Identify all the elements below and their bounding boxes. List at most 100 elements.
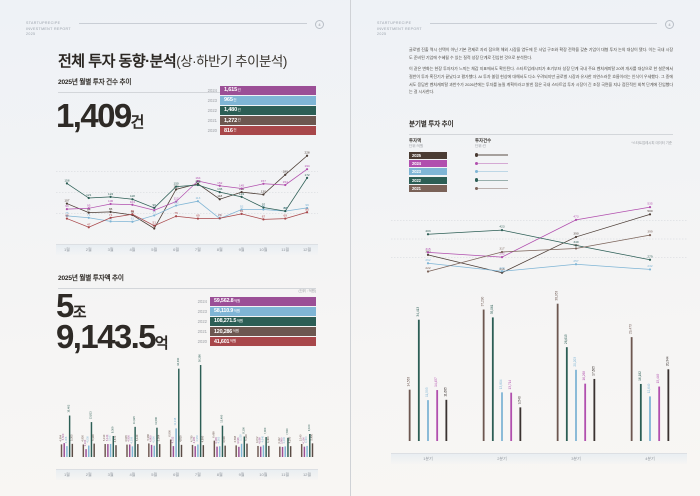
data-label: 88 — [284, 206, 288, 210]
bar-label: 26,615 — [564, 334, 568, 344]
bar-label: 5,228 — [239, 434, 243, 441]
legend-amount-row: 2023 58,110.9 억원 — [194, 307, 316, 316]
kpi-amount-jo-unit: 조 — [72, 304, 87, 321]
bar-label: 4,109 — [214, 437, 218, 444]
data-point — [174, 204, 178, 207]
bar — [265, 437, 267, 457]
data-point — [174, 200, 178, 203]
chart2-tick: 12월 — [302, 472, 312, 477]
data-label: 121 — [86, 193, 91, 197]
bar-label: 5,140 — [299, 434, 303, 441]
bar — [131, 446, 134, 457]
data-point — [196, 179, 200, 183]
bar — [109, 443, 112, 457]
bar — [202, 445, 205, 457]
legend-amount-year: 2020 — [197, 339, 207, 345]
data-point — [131, 203, 134, 206]
data-point — [196, 217, 200, 220]
data-point — [262, 193, 265, 196]
bar — [71, 443, 74, 457]
data-label: 67 — [262, 214, 266, 218]
bar — [445, 399, 448, 441]
bar-label: 11,596 — [154, 416, 158, 424]
chart-monthly-amount: 4,994 5,500 4,306 16,402 5,205 4,950 3,100 4,53… — [56, 354, 318, 480]
data-point — [65, 182, 69, 185]
bar-label: 9,100 — [307, 424, 311, 431]
data-point — [153, 206, 156, 210]
legend-dot — [475, 153, 479, 157]
legend-quarter-count-row — [475, 160, 509, 167]
legend-quarter-count-row — [475, 185, 509, 192]
data-label: 47 — [87, 222, 91, 226]
data-label: 158 — [64, 178, 69, 182]
kpi-total-amount: 5조 9,143.5억 — [56, 289, 169, 356]
brand-line-2: INVESTMENT REPORT — [26, 26, 71, 31]
legend-quarter-amount-chip: 2024 — [409, 159, 447, 167]
bar — [126, 444, 128, 457]
paragraph-1: 글로벌 진출 역시 선택이 아닌 기본 전제로 자리 잡으며 해외 시장을 염두… — [409, 47, 673, 60]
chart1-tick: 10월 — [259, 247, 268, 252]
kpi-amount-eok: 9,143.5 — [56, 318, 157, 356]
chart2-tick: 10월 — [259, 472, 268, 477]
data-point — [574, 247, 578, 250]
body-copy: 글로벌 진출 역시 선택이 아닌 기본 전제로 자리 잡으며 해외 시장을 염두… — [409, 46, 673, 96]
bar — [169, 439, 172, 457]
legend-count-year: 2020 — [207, 128, 217, 134]
bar — [199, 365, 202, 457]
legend-deal-counts: 2024 1,615 건 2023 965 건 2022 1,480 건 2021 1,272 건 20… — [204, 86, 316, 136]
bar-label: 4,026 — [236, 437, 240, 444]
section1-rule — [58, 92, 316, 93]
bar-label: 36,386 — [198, 354, 202, 362]
bar — [257, 445, 259, 457]
bar-label: 16,402 — [67, 404, 71, 412]
data-label: 180 — [283, 170, 288, 174]
bar-label: 35,061 — [490, 304, 494, 314]
legend-amount-bar: 41,601 억원 — [210, 337, 316, 346]
data-label: 164 — [195, 176, 200, 180]
data-label: 145 — [239, 184, 244, 188]
section3-heading: 분기별 투자 추이 — [409, 121, 454, 128]
chart2-tick: 8월 — [216, 472, 223, 477]
data-point — [426, 262, 430, 265]
running-header-right: STARTUPRECIPE INVESTMENT REPORT 2025 4 — [377, 20, 674, 38]
data-point — [240, 187, 243, 190]
bar-label: 4,265 — [217, 436, 221, 443]
bar-label: 20,203 — [573, 357, 577, 367]
brand-line-2-r: INVESTMENT REPORT — [377, 26, 422, 31]
legend-line-segment — [478, 171, 509, 173]
bar-label: 34,940 — [176, 357, 180, 365]
kpi-total-deals-value: 1,409건 — [56, 99, 144, 132]
chart4-tick: 2분기 — [497, 456, 507, 461]
bar — [224, 445, 226, 457]
legend-amount-column: 투자액 단위:억원 2025 2024 2023 2022 2021 — [409, 138, 447, 193]
bar — [90, 422, 93, 457]
bar — [175, 428, 177, 457]
legend-quarter-count-row — [475, 152, 509, 159]
bar-label: 5,300 — [91, 434, 95, 441]
bar — [575, 369, 577, 441]
data-point — [284, 209, 287, 213]
data-label: 71 — [109, 213, 113, 217]
data-label: 78 — [131, 210, 135, 214]
bar — [219, 446, 221, 457]
bar — [221, 425, 224, 457]
legend-investment-amounts: 2024 59,562.8 억원 2023 58,110.9 억원 2022 108,271.… — [194, 297, 316, 347]
bar-label: 3,100 — [83, 439, 87, 446]
data-point — [153, 224, 156, 227]
legend-quarter-count-row — [475, 177, 509, 184]
bar — [235, 445, 237, 457]
bar-label: 4,530 — [86, 436, 90, 443]
data-point — [305, 206, 309, 210]
data-point — [153, 214, 156, 217]
data-point — [109, 210, 112, 213]
bar — [66, 446, 68, 457]
data-point — [109, 220, 112, 223]
data-point — [153, 227, 156, 230]
legend-count-bar: 965 건 — [220, 96, 316, 105]
legend-quarter-count-row — [475, 168, 509, 175]
page-title: 전체 투자 동향·분석(상·하반기 추이분석) — [58, 50, 287, 71]
page-number-right: 4 — [665, 20, 674, 29]
bar-label: 4,306 — [64, 436, 68, 443]
data-point — [574, 218, 578, 221]
bar-label: 4,950 — [80, 435, 84, 442]
